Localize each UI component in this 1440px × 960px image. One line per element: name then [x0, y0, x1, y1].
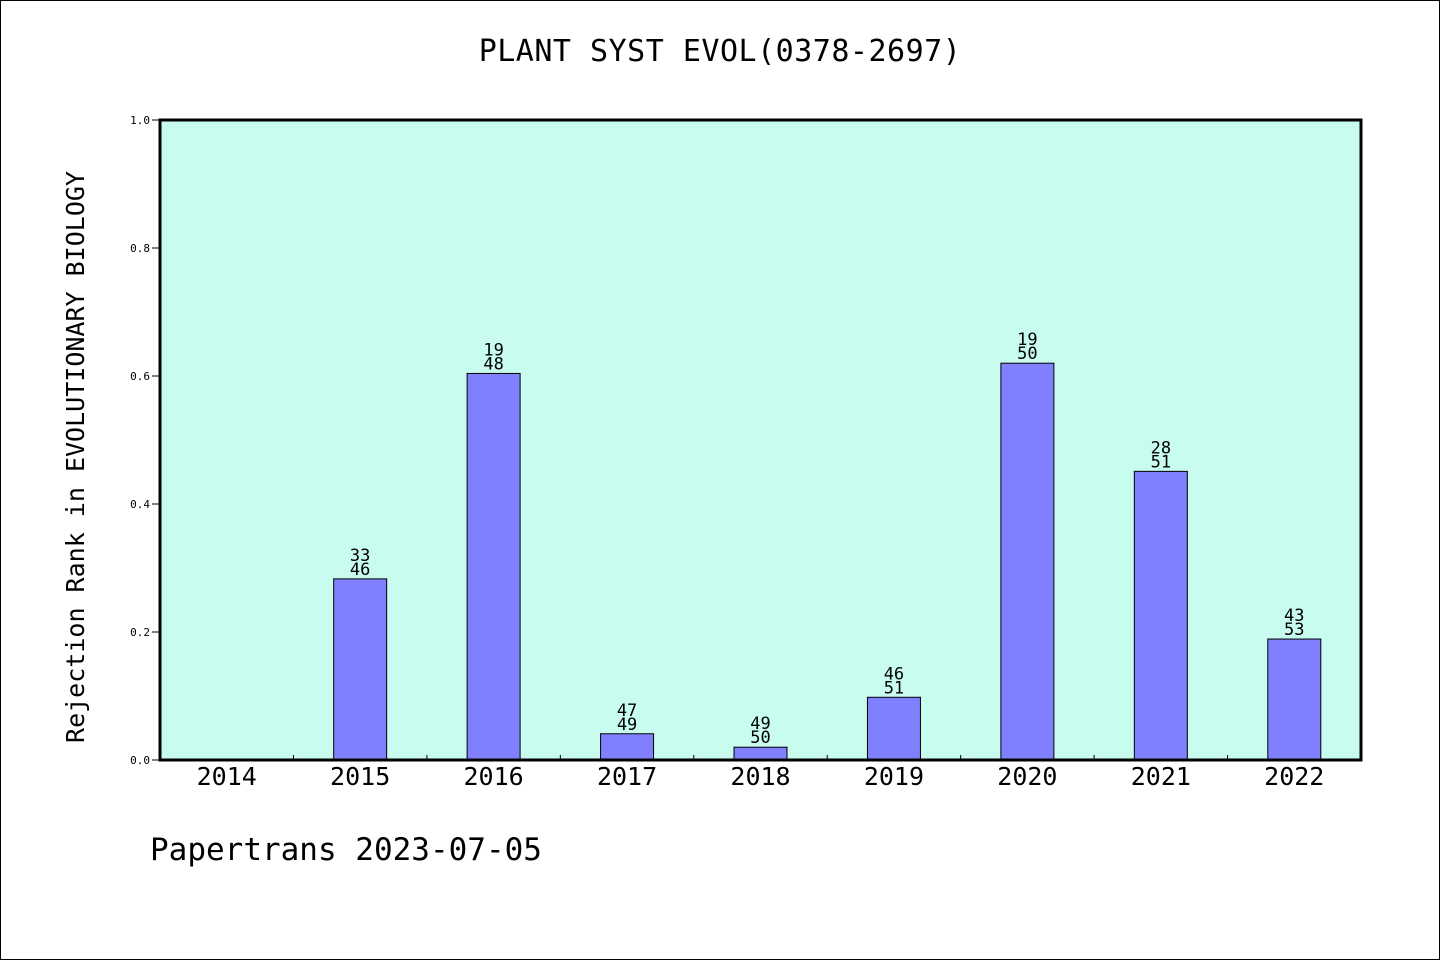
bar-label-top: 43 [1284, 606, 1304, 626]
x-tick-label: 2015 [330, 762, 390, 791]
x-tick-label: 2014 [197, 762, 257, 791]
bar-label-top: 46 [884, 664, 904, 684]
bar-label-top: 28 [1151, 438, 1171, 458]
bar-label-bottom: 51 [884, 678, 904, 698]
bar-label-bottom: 50 [750, 728, 770, 748]
y-axis-label: Rejection Rank in EVOLUTIONARY BIOLOGY [61, 171, 90, 743]
bar-2017 [600, 733, 655, 761]
x-tick-label: 2016 [464, 762, 524, 791]
bar-label-bottom: 46 [350, 560, 370, 580]
bar-2015 [333, 578, 388, 761]
x-tick-label: 2018 [730, 762, 790, 791]
bar-label-bottom: 50 [1017, 344, 1037, 364]
x-tick-label: 2020 [997, 762, 1057, 791]
y-tick-label: 0.8 [130, 242, 150, 255]
bar-2016 [466, 372, 521, 761]
bar-2018 [733, 746, 788, 761]
bar-2022 [1267, 638, 1322, 761]
bar-label-bottom: 49 [617, 715, 637, 735]
y-tick-label: 0.6 [130, 370, 150, 383]
y-tick-label: 0.2 [130, 626, 150, 639]
x-tick-label: 2019 [864, 762, 924, 791]
y-tick-label: 0.0 [130, 754, 150, 767]
bar-2019 [866, 696, 921, 761]
footer-text: Papertrans 2023-07-05 [150, 832, 542, 868]
bar-label-top: 33 [350, 546, 370, 566]
plot-border [158, 118, 1363, 762]
bar-label-bottom: 48 [483, 354, 503, 374]
bar-2020 [1000, 362, 1055, 761]
bar-2021 [1133, 470, 1188, 761]
x-tick-label: 2021 [1131, 762, 1191, 791]
bar-label-top: 49 [750, 714, 770, 734]
bar-label-top: 19 [1017, 330, 1037, 350]
bar-label-bottom: 51 [1151, 452, 1171, 472]
bar-label-bottom: 53 [1284, 620, 1304, 640]
y-tick-label: 0.4 [130, 498, 150, 511]
bar-label-top: 47 [617, 701, 637, 721]
chart-title: PLANT SYST EVOL(0378-2697) [478, 34, 962, 69]
x-tick-label: 2022 [1264, 762, 1324, 791]
y-tick-label: 1.0 [130, 114, 150, 127]
bar-label-top: 19 [483, 340, 503, 360]
x-tick-label: 2017 [597, 762, 657, 791]
